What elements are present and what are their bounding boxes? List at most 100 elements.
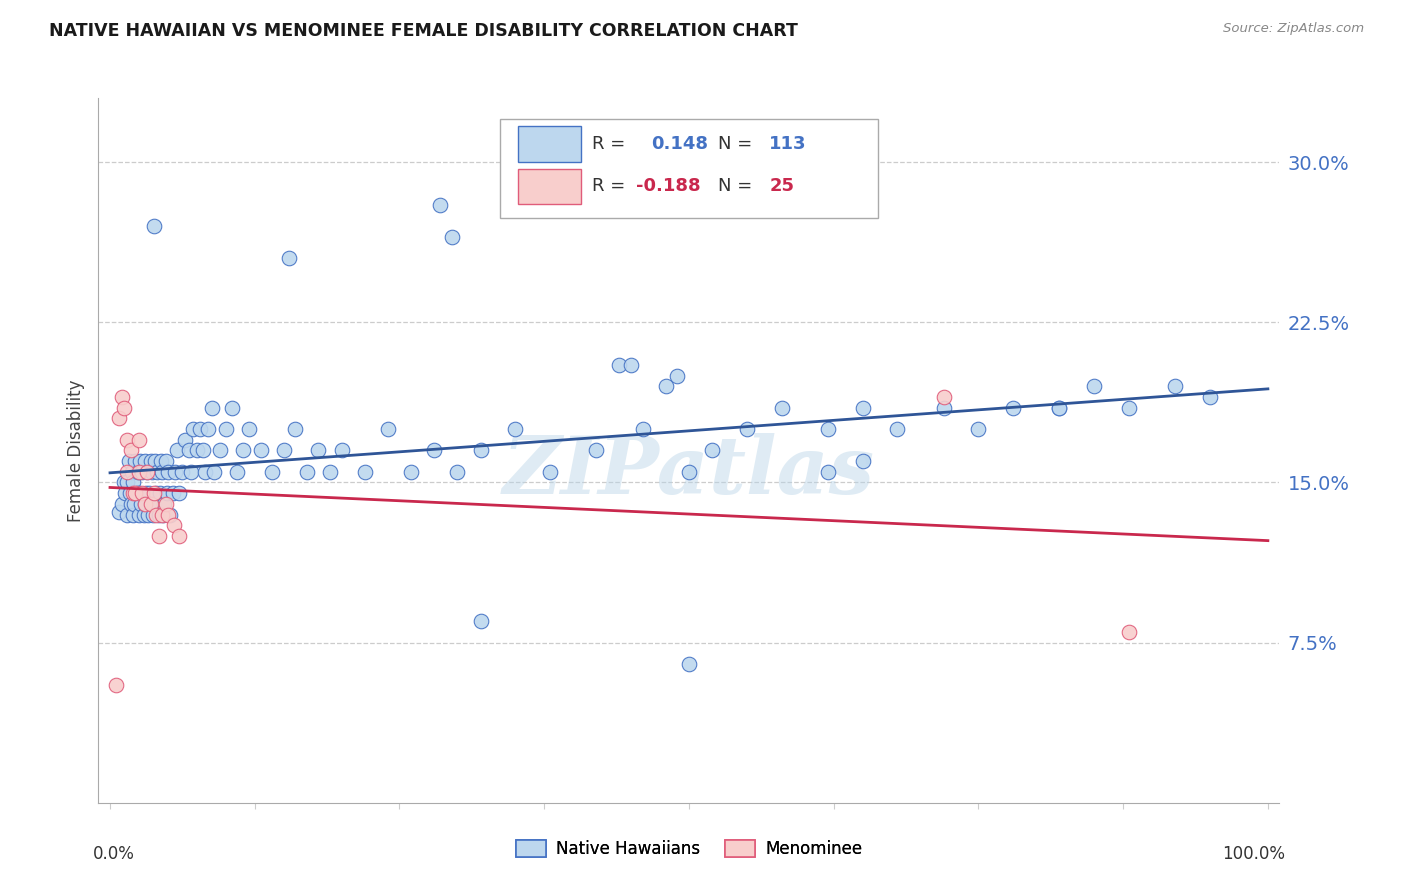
Point [150, 508, 173, 522]
Point [585, 443, 607, 458]
FancyBboxPatch shape [517, 127, 582, 161]
Point [108, 505, 131, 519]
Point [134, 497, 156, 511]
Point [188, 422, 211, 436]
Point [112, 475, 135, 490]
Point [149, 486, 172, 500]
Text: -0.188: -0.188 [636, 178, 700, 195]
FancyBboxPatch shape [501, 120, 877, 218]
Point [319, 465, 342, 479]
Point [197, 422, 219, 436]
Point [143, 497, 166, 511]
Point [128, 486, 150, 500]
Text: NATIVE HAWAIIAN VS MENOMINEE FEMALE DISABILITY CORRELATION CHART: NATIVE HAWAIIAN VS MENOMINEE FEMALE DISA… [49, 22, 799, 40]
Point [149, 454, 172, 468]
Point [128, 465, 150, 479]
Point [194, 465, 217, 479]
Point [110, 497, 132, 511]
Point [1118, 624, 1140, 639]
Point [138, 486, 160, 500]
Point [295, 465, 318, 479]
Point [152, 508, 174, 522]
Point [273, 443, 295, 458]
Point [122, 475, 145, 490]
Text: 113: 113 [769, 135, 807, 153]
Point [155, 454, 177, 468]
Point [221, 401, 243, 415]
Point [538, 465, 561, 479]
Point [162, 486, 184, 500]
Point [238, 422, 260, 436]
Point [429, 198, 451, 212]
Point [215, 422, 238, 436]
Point [131, 465, 153, 479]
Point [620, 358, 643, 372]
Point [143, 454, 166, 468]
Point [134, 497, 156, 511]
Point [191, 443, 214, 458]
Point [967, 422, 990, 436]
Point [110, 390, 132, 404]
Point [141, 465, 163, 479]
Y-axis label: Female Disability: Female Disability [66, 379, 84, 522]
Point [143, 219, 166, 234]
Point [145, 508, 167, 522]
Point [117, 508, 139, 522]
Point [139, 454, 162, 468]
Point [932, 401, 955, 415]
Point [470, 615, 492, 629]
Point [124, 497, 146, 511]
Point [232, 443, 254, 458]
Point [817, 422, 839, 436]
Point [134, 454, 156, 468]
Point [440, 230, 463, 244]
Point [117, 454, 139, 468]
Point [129, 454, 152, 468]
Point [678, 465, 700, 479]
Point [307, 443, 329, 458]
Point [700, 443, 723, 458]
Point [446, 465, 468, 479]
Point [148, 529, 170, 543]
Text: 0.148: 0.148 [651, 135, 709, 153]
Point [121, 465, 143, 479]
Point [146, 465, 169, 479]
Point [124, 454, 146, 468]
Point [186, 443, 208, 458]
Point [117, 465, 139, 479]
Point [143, 486, 166, 500]
Point [503, 422, 526, 436]
Point [1118, 401, 1140, 415]
Point [166, 443, 188, 458]
Point [631, 422, 654, 436]
Text: Source: ZipAtlas.com: Source: ZipAtlas.com [1223, 22, 1364, 36]
Point [136, 465, 159, 479]
Point [170, 465, 193, 479]
Point [202, 465, 225, 479]
Legend: Native Hawaiians, Menominee: Native Hawaiians, Menominee [509, 833, 869, 865]
Point [135, 486, 157, 500]
Point [132, 508, 155, 522]
Point [163, 518, 186, 533]
Text: 0.0%: 0.0% [93, 845, 135, 863]
Point [169, 486, 191, 500]
Point [249, 443, 271, 458]
Point [124, 486, 146, 500]
Point [104, 678, 127, 692]
Text: N =: N = [718, 178, 758, 195]
Point [278, 252, 301, 266]
Point [156, 508, 179, 522]
Text: 100.0%: 100.0% [1222, 845, 1285, 863]
Point [156, 465, 179, 479]
Point [852, 454, 875, 468]
Text: ZIPatlas: ZIPatlas [503, 433, 875, 510]
Point [852, 401, 875, 415]
Point [174, 433, 197, 447]
Point [128, 508, 150, 522]
Point [226, 465, 249, 479]
Point [817, 465, 839, 479]
Point [150, 465, 173, 479]
Point [399, 465, 422, 479]
Point [208, 443, 231, 458]
Point [112, 401, 135, 415]
